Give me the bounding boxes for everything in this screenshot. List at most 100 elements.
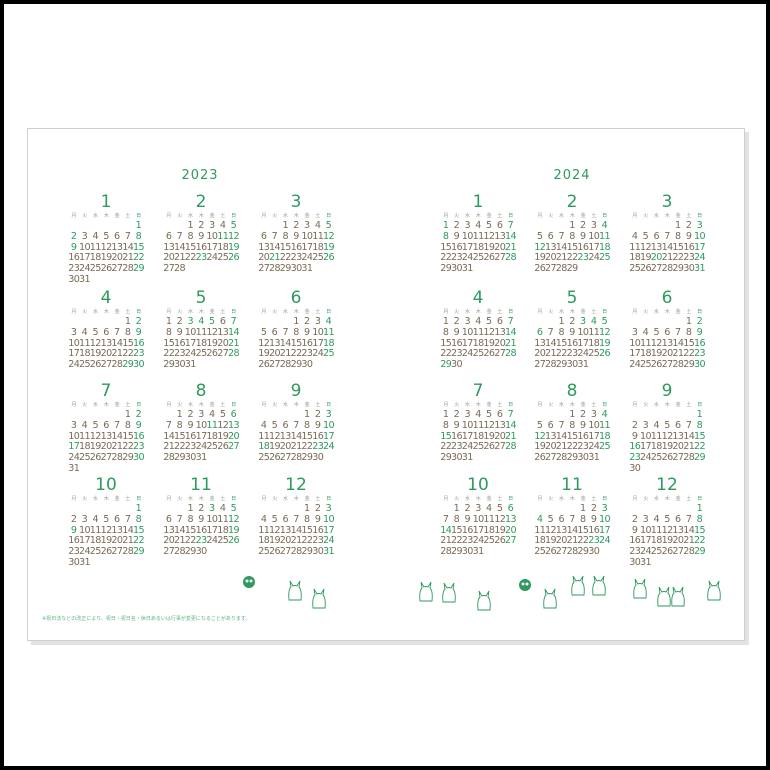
totoro-icon [633,578,647,599]
day-cell: 22 [577,535,589,547]
day-cell: 21 [227,337,240,349]
weekday-header: 日 [326,402,331,408]
weekday-header: 金 [675,309,681,315]
day-cell: 31 [184,359,197,371]
day-cell: 19 [534,252,546,264]
day-cell: 2 [304,316,310,327]
day-cell: 14 [122,241,134,253]
day-cell: 9 [70,524,77,536]
day-cell: 20 [100,441,113,453]
day-cell: 11 [206,419,218,431]
day-cell: 11 [322,326,335,338]
day-cell: 3 [464,409,470,420]
day-cell: 23 [461,535,474,547]
weekday-header: 日 [326,496,331,502]
day-cell: 13 [100,337,113,349]
weekday-header: 木 [569,309,575,315]
day-cell: 9 [453,230,460,242]
day-grid: 月火水木金土日 1 2 3 4 5 6 7 8 9 10 11 12 13 14 15 16 17 18 19 20 21… [163,495,239,558]
day-cell: 21 [683,535,695,547]
day-cell: 3 [631,326,638,338]
day-cell: 14 [555,241,568,253]
day-cell: 11 [472,326,485,338]
day-cell: 2 [198,503,204,514]
day-cell: 27 [661,359,674,371]
day-cell: 12 [100,524,113,536]
day-cell: 19 [269,441,281,453]
day-cell: 19 [100,535,113,547]
weekday-header: 木 [103,496,109,502]
weekday-header: 水 [187,402,193,408]
weekday-header: 月 [537,213,542,219]
day-cell: 15 [566,241,579,253]
day-cell: 20 [534,348,546,360]
day-cell: 20 [545,252,557,264]
weekday-header: 火 [643,213,648,219]
weekday-header: 水 [558,309,564,315]
weekday-header: 金 [209,402,215,408]
day-cell: 2 [314,503,321,514]
day-cell: 20 [661,348,674,360]
year-title-2024: 2024 [553,168,591,183]
day-cell: 19 [227,241,240,253]
weekday-header: 水 [92,402,98,408]
day-cell: 25 [598,441,611,453]
day-cell: 8 [124,326,131,338]
day-cell: 18 [217,524,229,536]
day-cell: 12 [494,513,506,525]
day-cell: 20 [111,535,123,547]
day-cell: 10 [640,524,652,536]
month-2024-2: 2 月火水木金土日 1 2 3 4 5 6 7 8 9 10 11 12 13 14 15 16 17 18 19 20 2… [534,192,610,275]
day-cell: 14 [174,241,186,253]
day-cell: 1 [187,503,193,514]
weekday-header: 日 [602,309,607,315]
day-cell: 30 [184,452,197,464]
day-cell: 30 [301,359,313,371]
month-2023-8: 8 月火水木金土日 1 2 3 4 5 6 7 8 9 10 11 12 13 14 15 16 17 18 19 20 2… [163,381,239,464]
weekday-header: 月 [537,309,542,315]
day-cell: 3 [209,503,215,514]
totoro-icon [288,580,302,601]
day-cell: 20 [494,337,506,349]
month-title: 8 [195,381,207,401]
day-cell: 10 [629,337,641,349]
day-cell: 16 [301,337,313,349]
day-cell: 18 [79,348,91,360]
day-cell: 31 [461,263,474,275]
weekday-header: 日 [136,309,141,315]
weekday-header: 水 [282,496,288,502]
weekday-header: 木 [475,309,481,315]
day-cell: 16 [68,535,80,547]
day-cell: 30 [312,452,324,464]
day-cell: 24 [184,348,197,360]
day-cell: 24 [629,359,641,371]
day-cell: 26 [483,348,495,360]
day-cell: 8 [124,419,131,431]
day-cell: 12 [269,524,281,536]
day-cell: 20 [650,252,663,264]
day-cell: 27 [217,348,229,360]
day-cell: 17 [588,241,600,253]
day-cell: 14 [290,430,303,442]
day-cell: 1 [675,220,681,231]
day-cell: 17 [206,241,218,253]
day-cell: 12 [661,524,674,536]
day-cell: 8 [696,513,703,525]
day-cell: 24 [79,263,91,275]
day-cell: 11 [472,230,485,242]
weekday-header: 水 [92,496,98,502]
day-cell: 24 [195,441,208,453]
day-cell: 4 [653,513,659,525]
day-cell: 9 [176,326,183,338]
month-2023-10: 10 月火水木金土日 1 2 3 4 5 6 7 8 9 10 11 12 13 14 15 16 17 18 19 20… [68,475,144,569]
day-cell: 23 [132,441,145,453]
day-cell: 8 [580,513,586,525]
day-cell: 30 [629,556,641,568]
day-cell: 3 [198,409,204,420]
day-cell: 28 [163,452,175,464]
day-cell: 28 [683,452,695,464]
day-cell: 22 [184,535,197,547]
day-cell: 23 [68,263,80,275]
day-cell: 15 [290,337,303,349]
day-cell: 14 [290,524,303,536]
